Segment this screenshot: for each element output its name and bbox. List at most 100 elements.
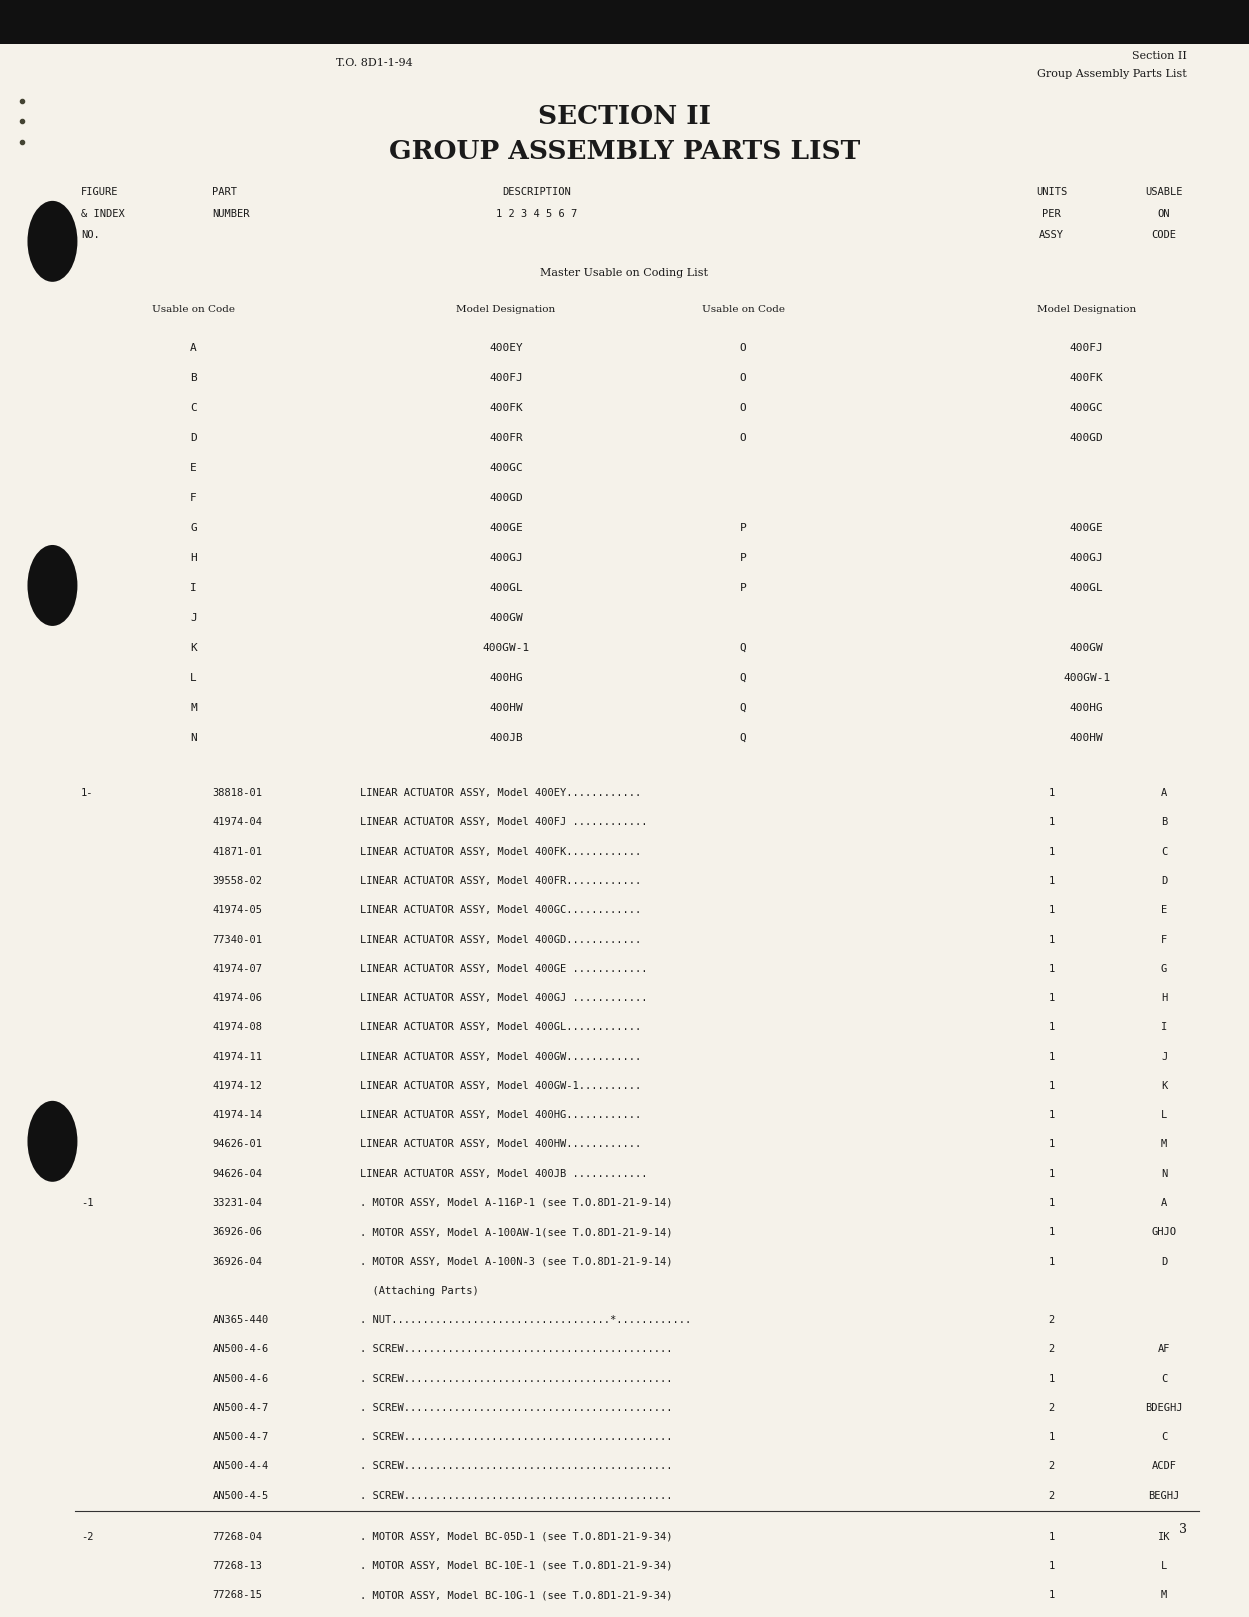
- Text: B: B: [1160, 818, 1168, 828]
- Text: 77340-01: 77340-01: [212, 935, 262, 944]
- Text: Section II: Section II: [1132, 52, 1187, 61]
- Text: 400EY: 400EY: [488, 343, 523, 353]
- Text: & INDEX: & INDEX: [81, 209, 125, 218]
- Text: 1-: 1-: [81, 787, 94, 799]
- Text: PART: PART: [212, 188, 237, 197]
- Text: A: A: [1160, 787, 1168, 799]
- Text: IK: IK: [1158, 1531, 1170, 1541]
- Text: 400HW: 400HW: [488, 703, 523, 713]
- Text: L: L: [1160, 1560, 1168, 1572]
- Text: 41974-04: 41974-04: [212, 818, 262, 828]
- Text: C: C: [1160, 847, 1168, 857]
- Text: 1: 1: [1048, 1560, 1055, 1572]
- Text: 2: 2: [1048, 1462, 1055, 1471]
- Text: 400GE: 400GE: [488, 522, 523, 534]
- Text: LINEAR ACTUATOR ASSY, Model 400JB ............: LINEAR ACTUATOR ASSY, Model 400JB ......…: [360, 1169, 647, 1179]
- Text: . SCREW...........................................: . SCREW.................................…: [360, 1344, 672, 1355]
- Text: 41871-01: 41871-01: [212, 847, 262, 857]
- Text: 400GC: 400GC: [488, 462, 523, 472]
- Text: . SCREW...........................................: . SCREW.................................…: [360, 1373, 672, 1384]
- Text: A: A: [1160, 1198, 1168, 1208]
- Text: P: P: [739, 584, 747, 593]
- Text: D: D: [1160, 876, 1168, 886]
- Text: . MOTOR ASSY, Model BC-10E-1 (see T.O.8D1-21-9-34): . MOTOR ASSY, Model BC-10E-1 (see T.O.8D…: [360, 1560, 672, 1572]
- Text: 2: 2: [1048, 1315, 1055, 1324]
- Text: Q: Q: [739, 644, 747, 653]
- Text: F: F: [190, 493, 197, 503]
- Text: 1: 1: [1048, 1227, 1055, 1237]
- Text: LINEAR ACTUATOR ASSY, Model 400GC............: LINEAR ACTUATOR ASSY, Model 400GC.......…: [360, 906, 641, 915]
- Text: O: O: [739, 372, 747, 383]
- Text: 1: 1: [1048, 1373, 1055, 1384]
- Text: NO.: NO.: [81, 231, 100, 241]
- Text: O: O: [739, 433, 747, 443]
- Text: NUMBER: NUMBER: [212, 209, 250, 218]
- Text: 36926-06: 36926-06: [212, 1227, 262, 1237]
- Text: E: E: [1160, 906, 1168, 915]
- Text: 400GE: 400GE: [1069, 522, 1104, 534]
- Text: H: H: [1160, 993, 1168, 1003]
- Text: LINEAR ACTUATOR ASSY, Model 400GJ ............: LINEAR ACTUATOR ASSY, Model 400GJ ......…: [360, 993, 647, 1003]
- Text: 77268-04: 77268-04: [212, 1531, 262, 1541]
- Text: G: G: [190, 522, 197, 534]
- Text: D: D: [190, 433, 197, 443]
- Text: C: C: [1160, 1373, 1168, 1384]
- Text: -2: -2: [81, 1531, 94, 1541]
- Text: 2: 2: [1048, 1404, 1055, 1413]
- Text: USABLE: USABLE: [1145, 188, 1183, 197]
- Ellipse shape: [27, 1101, 77, 1182]
- Text: 94626-04: 94626-04: [212, 1169, 262, 1179]
- Text: 400FR: 400FR: [488, 433, 523, 443]
- Text: K: K: [190, 644, 197, 653]
- Text: LINEAR ACTUATOR ASSY, Model 400GL............: LINEAR ACTUATOR ASSY, Model 400GL.......…: [360, 1022, 641, 1032]
- Text: 39558-02: 39558-02: [212, 876, 262, 886]
- Text: J: J: [1160, 1051, 1168, 1062]
- Text: F: F: [1160, 935, 1168, 944]
- Text: P: P: [739, 522, 747, 534]
- Text: 41974-08: 41974-08: [212, 1022, 262, 1032]
- Text: 1: 1: [1048, 1022, 1055, 1032]
- Text: L: L: [190, 673, 197, 682]
- Text: E: E: [190, 462, 197, 472]
- Text: O: O: [739, 403, 747, 412]
- Text: 1: 1: [1048, 1140, 1055, 1150]
- Text: 77268-13: 77268-13: [212, 1560, 262, 1572]
- Text: . SCREW...........................................: . SCREW.................................…: [360, 1462, 672, 1471]
- Text: 1: 1: [1048, 1433, 1055, 1442]
- Text: D: D: [1160, 1256, 1168, 1266]
- Text: . SCREW...........................................: . SCREW.................................…: [360, 1433, 672, 1442]
- Text: Q: Q: [739, 673, 747, 682]
- Text: GHJO: GHJO: [1152, 1227, 1177, 1237]
- Text: BEGHJ: BEGHJ: [1148, 1491, 1180, 1501]
- Text: . SCREW...........................................: . SCREW.................................…: [360, 1404, 672, 1413]
- Text: M: M: [1160, 1590, 1168, 1601]
- Text: Model Designation: Model Designation: [1037, 306, 1137, 314]
- Text: (Attaching Parts): (Attaching Parts): [360, 1286, 478, 1295]
- Text: 41974-14: 41974-14: [212, 1111, 262, 1121]
- Text: 77268-15: 77268-15: [212, 1590, 262, 1601]
- Text: K: K: [1160, 1080, 1168, 1091]
- Text: Usable on Code: Usable on Code: [702, 306, 784, 314]
- Text: 41974-11: 41974-11: [212, 1051, 262, 1062]
- Text: 1: 1: [1048, 787, 1055, 799]
- Text: AN365-440: AN365-440: [212, 1315, 269, 1324]
- Text: AN500-4-6: AN500-4-6: [212, 1344, 269, 1355]
- Ellipse shape: [27, 545, 77, 626]
- Text: LINEAR ACTUATOR ASSY, Model 400EY............: LINEAR ACTUATOR ASSY, Model 400EY.......…: [360, 787, 641, 799]
- Text: AN500-4-6: AN500-4-6: [212, 1373, 269, 1384]
- Text: 1: 1: [1048, 964, 1055, 973]
- Text: M: M: [1160, 1140, 1168, 1150]
- Text: 400FJ: 400FJ: [488, 372, 523, 383]
- Text: 400GL: 400GL: [488, 584, 523, 593]
- Text: 400GW: 400GW: [1069, 644, 1104, 653]
- Text: L: L: [1160, 1111, 1168, 1121]
- Text: O: O: [739, 343, 747, 353]
- Text: 400HW: 400HW: [1069, 733, 1104, 744]
- Text: B: B: [190, 372, 197, 383]
- Text: Master Usable on Coding List: Master Usable on Coding List: [541, 268, 708, 278]
- Text: 41974-05: 41974-05: [212, 906, 262, 915]
- Text: SECTION II: SECTION II: [538, 105, 711, 129]
- Text: AN500-4-7: AN500-4-7: [212, 1404, 269, 1413]
- Text: 1: 1: [1048, 993, 1055, 1003]
- Text: C: C: [1160, 1433, 1168, 1442]
